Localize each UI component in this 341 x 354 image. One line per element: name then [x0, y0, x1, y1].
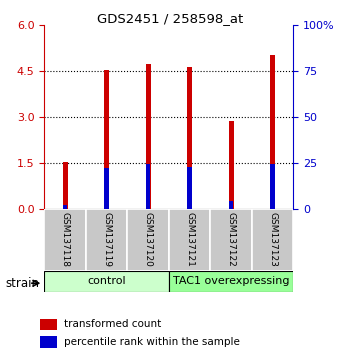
Text: strain: strain [5, 277, 39, 290]
Bar [127, 209, 169, 271]
Bar [229, 201, 233, 209]
Bar [187, 67, 192, 209]
Bar [270, 55, 275, 209]
Bar [210, 209, 252, 271]
Bar [40, 319, 57, 330]
Text: transformed count: transformed count [64, 319, 161, 329]
Bar [104, 169, 109, 209]
Bar [63, 162, 68, 209]
Text: GSM137120: GSM137120 [144, 212, 152, 267]
Text: GSM137122: GSM137122 [226, 212, 236, 267]
Text: GSM137119: GSM137119 [102, 212, 111, 267]
Bar [169, 271, 293, 292]
Text: GSM137121: GSM137121 [185, 212, 194, 267]
Bar [188, 166, 192, 209]
Bar [104, 70, 109, 209]
Bar [270, 164, 275, 209]
Text: GSM137123: GSM137123 [268, 212, 277, 267]
Bar [40, 336, 57, 348]
Text: control: control [87, 276, 126, 286]
Bar [44, 209, 86, 271]
Bar [44, 271, 169, 292]
Text: GSM137118: GSM137118 [61, 212, 70, 267]
Text: TAC1 overexpressing: TAC1 overexpressing [173, 276, 289, 286]
Text: percentile rank within the sample: percentile rank within the sample [64, 337, 240, 347]
Bar [146, 64, 150, 209]
Bar [63, 205, 67, 209]
Bar [228, 120, 234, 209]
Bar [146, 164, 150, 209]
Bar [169, 209, 210, 271]
Bar [86, 209, 127, 271]
Bar [252, 209, 293, 271]
Text: GDS2451 / 258598_at: GDS2451 / 258598_at [98, 12, 243, 25]
